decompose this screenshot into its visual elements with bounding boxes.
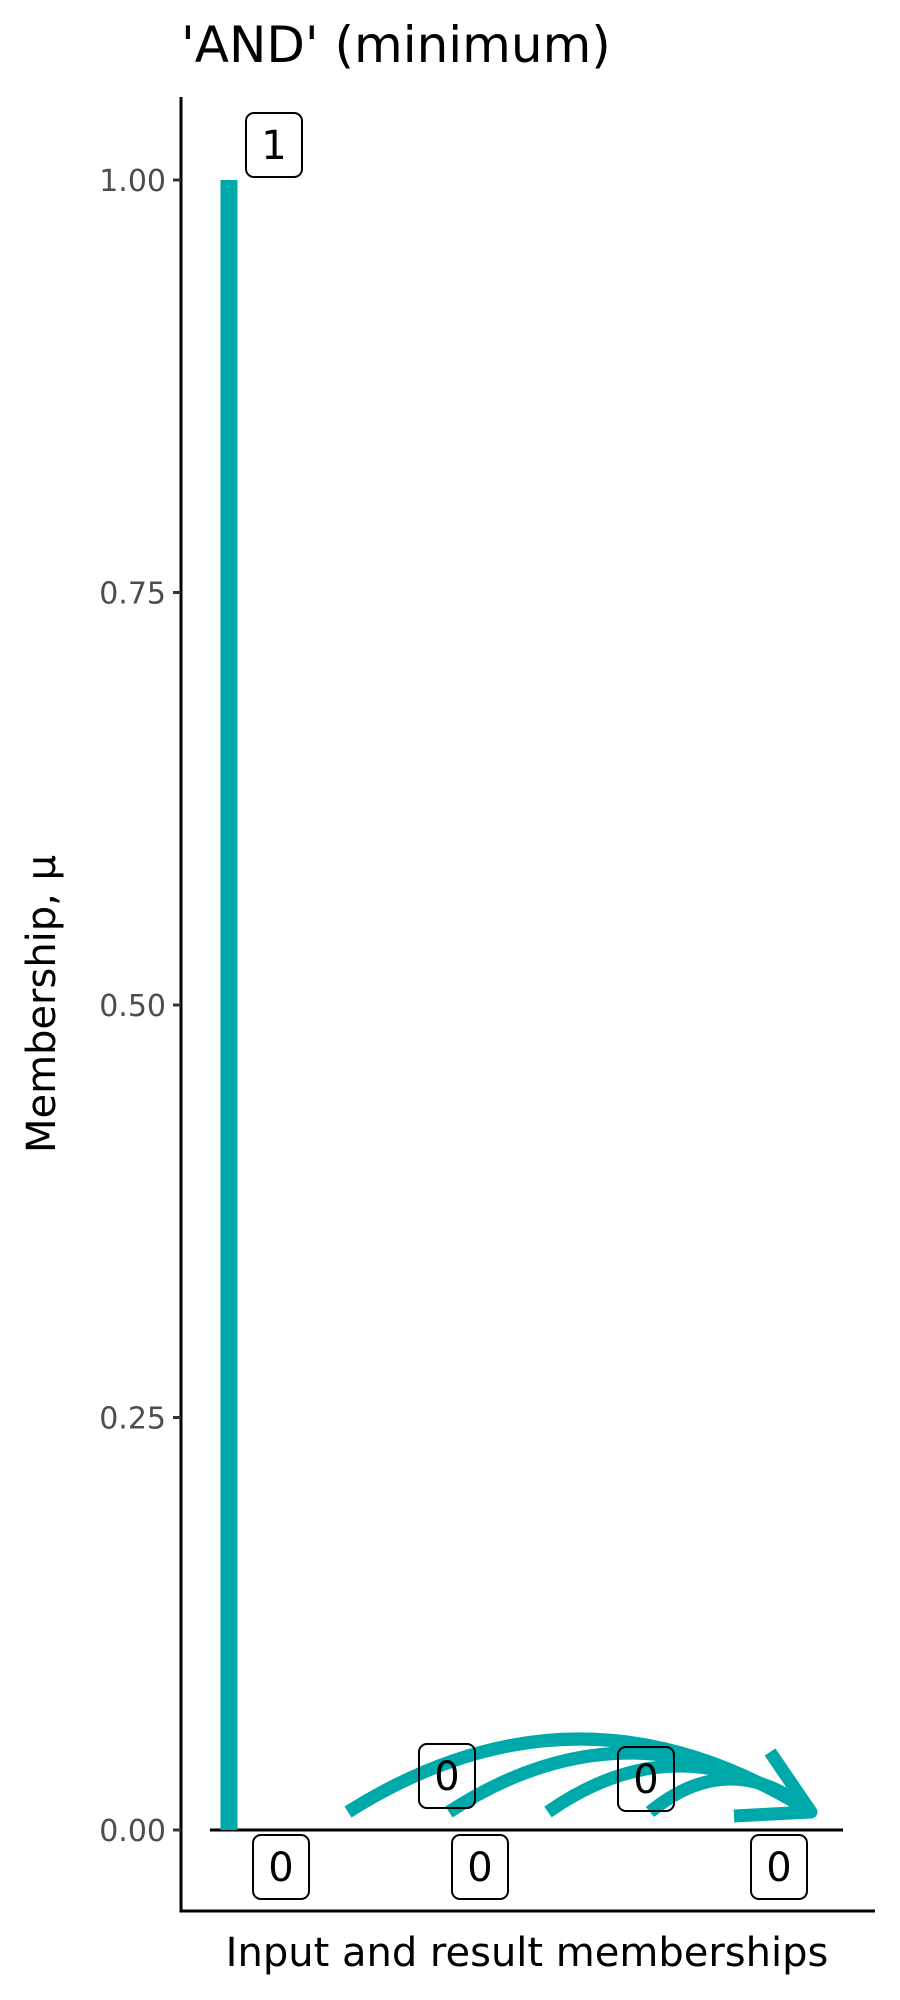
data-label: 0: [268, 1845, 293, 1891]
y-tick-label: 0.00: [99, 1814, 166, 1849]
data-label-box: [750, 1834, 808, 1900]
y-tick-label: 1.00: [99, 164, 166, 199]
data-label: 0: [434, 1754, 459, 1800]
data-label: 0: [467, 1845, 492, 1891]
y-axis-title: Membership, μ: [19, 855, 65, 1153]
data-label-box: [418, 1743, 476, 1809]
data-label: 1: [261, 123, 286, 169]
chart-title: 'AND' (minimum): [181, 16, 611, 74]
data-label-box: [245, 112, 303, 178]
data-label-box: [451, 1834, 509, 1900]
data-label-box: [617, 1746, 675, 1812]
y-tick-label: 0.50: [99, 989, 166, 1024]
arrow-head: [733, 1748, 818, 1823]
data-label: 0: [633, 1757, 658, 1803]
data-label: 0: [766, 1845, 791, 1891]
y-tick-label: 0.25: [99, 1402, 166, 1437]
arrow: [645, 1772, 816, 1818]
x-axis-title: Input and result memberships: [226, 1930, 829, 1976]
data-label-box: [252, 1834, 310, 1900]
y-tick-label: 0.75: [99, 577, 166, 612]
